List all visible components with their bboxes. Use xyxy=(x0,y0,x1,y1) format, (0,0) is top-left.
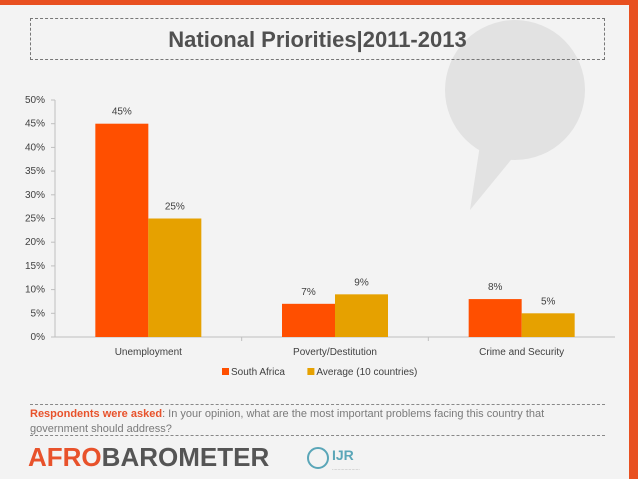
top-accent-bar xyxy=(0,0,638,5)
bar-average-1 xyxy=(335,294,388,337)
question-lead: Respondents were asked xyxy=(30,408,163,420)
y-tick-label: 35% xyxy=(25,166,45,177)
legend-label: Average (10 countries) xyxy=(316,367,417,378)
y-tick-label: 45% xyxy=(25,119,45,130)
bar-average-0 xyxy=(148,218,202,337)
y-tick-label: 10% xyxy=(25,285,45,296)
legend-label: South Africa xyxy=(231,367,285,378)
y-tick-label: 25% xyxy=(25,214,45,225)
bar-south-africa-1 xyxy=(282,303,335,337)
svg-text:....................: .................... xyxy=(332,466,360,472)
data-label: 9% xyxy=(354,277,369,288)
x-tick-label: Unemployment xyxy=(115,347,182,358)
data-label: 45% xyxy=(112,107,132,118)
data-label: 7% xyxy=(301,287,316,298)
x-tick-label: Crime and Security xyxy=(479,347,564,358)
legend-swatch xyxy=(307,368,315,375)
afrobarometer-logo: AFROBAROMETER xyxy=(28,442,269,472)
y-tick-label: 0% xyxy=(31,332,46,343)
y-tick-label: 20% xyxy=(25,237,45,248)
y-tick-label: 15% xyxy=(25,261,45,272)
y-tick-label: 30% xyxy=(25,190,45,201)
x-tick-label: Poverty/Destitution xyxy=(293,347,377,358)
bar-chart: 0% 5% 10% 15% 20% 25% 30% 35% 40% 45% 50% 45% 25% Une… xyxy=(25,95,615,378)
legend-swatch xyxy=(222,368,229,375)
data-label: 25% xyxy=(165,202,185,213)
ijr-logo-text: IJR xyxy=(332,447,354,463)
logo-part-barometer: BAROMETER xyxy=(101,442,270,472)
y-tick-label: 40% xyxy=(25,142,45,153)
right-accent-bar xyxy=(629,0,638,479)
y-tick-label: 50% xyxy=(25,95,45,106)
y-tick-label: 5% xyxy=(31,308,46,319)
bar-south-africa-2 xyxy=(468,299,522,337)
survey-question: Respondents were asked: In your opinion,… xyxy=(30,404,605,436)
ijr-logo: IJR .................... xyxy=(307,447,360,472)
data-label: 8% xyxy=(488,282,503,293)
question-text: : In your opinion, what are the most imp… xyxy=(30,408,545,435)
data-label: 5% xyxy=(541,296,556,307)
bar-average-2 xyxy=(521,313,575,337)
speech-bubble-decoration xyxy=(445,20,585,210)
logo-part-afro: AFRO xyxy=(28,442,102,472)
slide-title: National Priorities|2011-2013 xyxy=(30,18,605,60)
bar-south-africa-0 xyxy=(95,123,149,337)
